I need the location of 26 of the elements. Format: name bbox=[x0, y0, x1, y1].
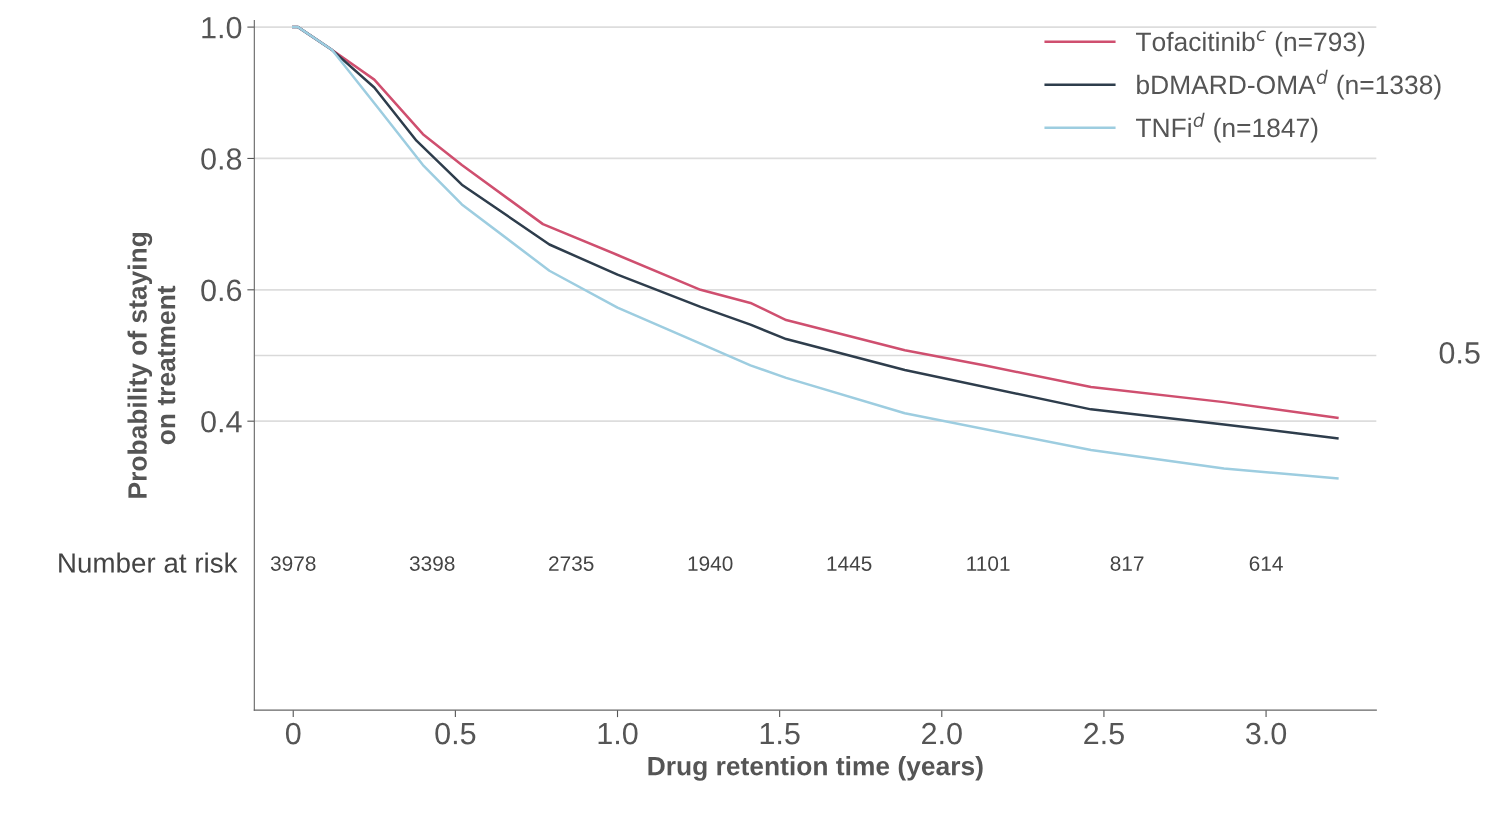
annotation: 1101 bbox=[967, 556, 1010, 571]
annotation: 3978 bbox=[270, 556, 316, 571]
x-axis-title: Drug retention time (years) bbox=[648, 756, 983, 781]
y-tick-label: 0.4 bbox=[201, 410, 242, 433]
x-tick-label: 2.5 bbox=[1084, 722, 1124, 745]
x-tick-label: 0 bbox=[285, 722, 301, 745]
x-tick-label: 0.5 bbox=[435, 722, 476, 745]
annotation: 817 bbox=[1110, 556, 1144, 571]
legend-label: bDMARD-OMA$^{d}$ (n=1338) bbox=[1137, 69, 1441, 100]
x-tick-label: 1.5 bbox=[760, 723, 800, 745]
y-tick-label: 0.6 bbox=[201, 279, 242, 302]
annotation: 1940 bbox=[688, 556, 733, 571]
annotation: 2735 bbox=[549, 556, 594, 571]
annotation: 1445 bbox=[827, 556, 872, 571]
x-tick-label: 3.0 bbox=[1245, 722, 1287, 745]
y-axis-title: Probability of staying on treatment bbox=[127, 232, 176, 498]
annotation: 3398 bbox=[409, 556, 455, 571]
y-tick-label: 1.0 bbox=[202, 16, 242, 39]
x-tick-label: 1.0 bbox=[598, 722, 638, 745]
y-tick-label: 0.8 bbox=[201, 148, 242, 170]
legend-label: Tofacitinib$^{c}$ (n=793) bbox=[1136, 30, 1365, 57]
text: Number at risk bbox=[59, 552, 238, 573]
x-tick-label: 2.0 bbox=[922, 722, 962, 745]
legend-label: TNFi$^{d}$ (n=1847) bbox=[1136, 112, 1318, 143]
annotation: 614 bbox=[1249, 556, 1283, 571]
ref-line-label: 0.5 bbox=[1439, 342, 1480, 364]
